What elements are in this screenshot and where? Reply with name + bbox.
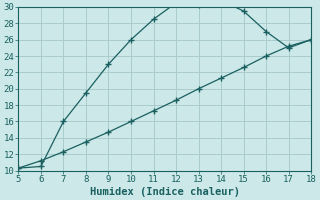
X-axis label: Humidex (Indice chaleur): Humidex (Indice chaleur) bbox=[90, 186, 240, 197]
